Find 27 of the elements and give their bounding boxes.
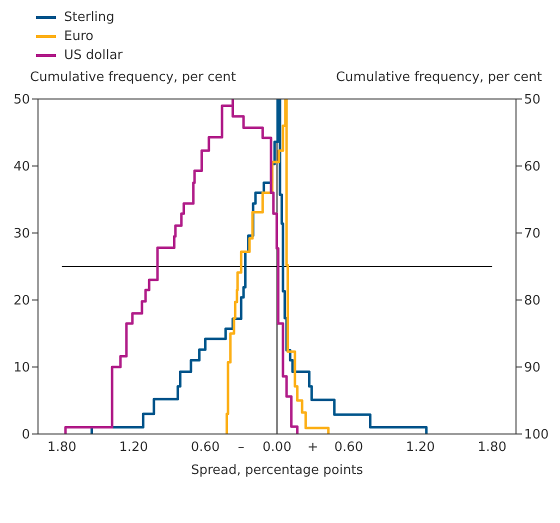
x-tick-label: 1.20	[406, 440, 435, 456]
y-tick-label: 10	[13, 360, 30, 376]
legend-label: Euro	[64, 29, 94, 44]
x-tick-label: 1.80	[478, 440, 507, 456]
y2-tick-label: 80	[524, 294, 541, 309]
x-tick-label: 1.80	[47, 440, 76, 456]
x-tick-label: 0.60	[190, 440, 220, 456]
x-tick-label: +	[307, 440, 318, 456]
x-tick-label: –	[238, 440, 244, 456]
y-tick-label: 30	[13, 226, 30, 242]
y2-tick-label: 70	[524, 226, 541, 242]
x-tick-label: 0.00	[262, 440, 292, 456]
y-tick-label: 20	[13, 294, 30, 309]
y-tick-label: 50	[13, 92, 30, 108]
x-axis-title: Spread, percentage points	[190, 463, 364, 478]
y-tick-label: 40	[13, 160, 30, 175]
y2-tick-label: 60	[524, 160, 541, 175]
legend-label: Sterling	[64, 10, 114, 25]
y2-tick-label: 50	[524, 92, 541, 108]
y2-tick-label: 90	[524, 360, 541, 376]
legend-label: US dollar	[64, 48, 123, 63]
y-tick-label: 0	[22, 428, 30, 443]
y-axis-title: Cumulative frequency, per cent	[30, 70, 236, 87]
y2-axis-title: Cumulative frequency, per cent	[336, 70, 542, 87]
y2-tick-label: 100	[524, 428, 549, 443]
x-tick-label: 0.60	[334, 440, 364, 456]
x-tick-label: 1.20	[119, 440, 148, 456]
